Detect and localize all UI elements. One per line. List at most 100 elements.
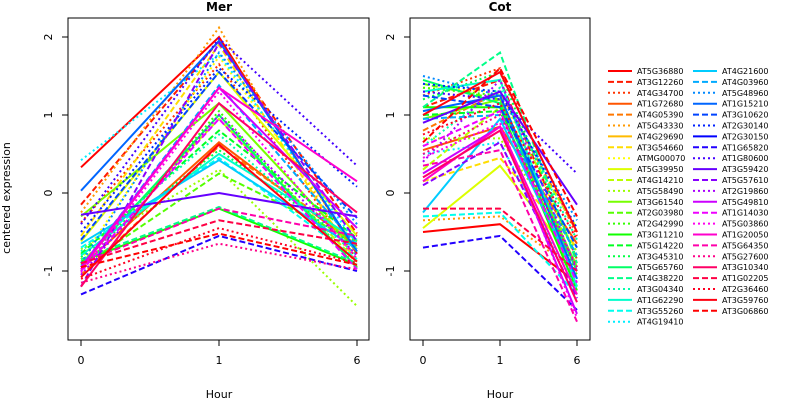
series-line-mer-at3g06860 <box>80 232 358 269</box>
y-tick-label-neg1-cot: -1 <box>384 266 397 277</box>
series-line-cot-at4g19410 <box>422 141 578 291</box>
y-axis-label: centered expression <box>0 142 13 254</box>
series-line-mer-at4g38220 <box>80 205 358 265</box>
series-line-mer-at1g65820 <box>80 234 358 296</box>
y-tick-label-2-cot: 2 <box>384 34 397 41</box>
legend-label-at1g02205: AT1G02205 <box>722 274 768 283</box>
series-line-mer-at5g57610 <box>80 41 358 288</box>
legend-label-at1g15210: AT1G15210 <box>722 100 768 109</box>
series-line-cot-at2g30140 <box>422 82 578 229</box>
series-line-cot-at2g42990 <box>422 86 578 276</box>
series-line-cot-at3g10340 <box>422 129 578 303</box>
legend-label-at2g30140: AT2G30140 <box>722 122 768 131</box>
x-axis-label-cot: Hour <box>487 388 514 400</box>
y-tick-label-1: 1 <box>42 112 55 119</box>
legend-label-at5g49810: AT5G49810 <box>722 198 768 207</box>
series-line-mer-at4g05390 <box>80 144 358 276</box>
legend-label-at1g62290: AT1G62290 <box>637 296 683 305</box>
y-tick-label-0-cot: 0 <box>384 190 397 197</box>
series-line-cot-at5g48960 <box>422 75 578 221</box>
series-line-mer-at1g20050 <box>80 86 358 271</box>
legend-label-at2g30150: AT2G30150 <box>722 132 768 141</box>
series-line-mer-at4g34700 <box>80 62 358 260</box>
series-line-cot-at5g58490 <box>423 137 578 253</box>
series-line-mer-at3g10340 <box>80 101 358 288</box>
legend-label-at5g43330: AT5G43330 <box>637 122 683 131</box>
legend-label-at2g19860: AT2G19860 <box>722 187 768 196</box>
legend-label-at1g14030: AT1G14030 <box>722 209 768 218</box>
series-lines-mer <box>80 25 358 307</box>
legend-label-at2g42990: AT2G42990 <box>637 220 683 229</box>
legend-label-at3g54660: AT3G54660 <box>637 143 683 152</box>
series-lines-cot <box>422 51 578 323</box>
panel-cot: Cot 0 1 6 2 1 0 -1 Hour <box>384 0 591 400</box>
panel-mer: Mer 0 1 6 2 1 0 -1 Hour <box>42 0 370 400</box>
series-line-mer-at5g27600 <box>80 242 358 284</box>
legend-label-at4g34700: AT4G34700 <box>637 89 683 98</box>
series-line-cot-at1g14030 <box>422 109 578 284</box>
series-line-mer-at5g48960 <box>80 50 358 264</box>
legend-label-atmg00070: ATMG00070 <box>637 154 685 163</box>
x-axis-label-mer: Hour <box>206 388 233 400</box>
legend-label-at5g14220: AT5G14220 <box>637 241 683 250</box>
series-line-mer-at5g64350 <box>80 207 358 265</box>
legend-label-at5g65760: AT5G65760 <box>637 263 683 272</box>
series-line-cot-at5g27600 <box>422 113 578 268</box>
series-line-mer-at5g43330 <box>80 25 358 268</box>
legend-label-at5g36880: AT5G36880 <box>637 67 683 76</box>
series-line-cot-at1g02205 <box>423 207 578 272</box>
series-line-cot-at3g06860 <box>422 66 578 217</box>
series-line-cot-at5g57610 <box>422 140 578 299</box>
legend-label-at3g04340: AT3G04340 <box>637 285 683 294</box>
series-line-cot-at3g04340 <box>422 86 578 241</box>
legend-label-at4g05390: AT4G05390 <box>637 111 683 120</box>
legend-label-at4g14210: AT4G14210 <box>637 176 683 185</box>
series-line-mer-at3g59760 <box>80 143 358 278</box>
legend-label-at1g80600: AT1G80600 <box>722 154 768 163</box>
legend-label-at3g06860: AT3G06860 <box>722 307 768 316</box>
legend-label-at5g57610: AT5G57610 <box>722 176 768 185</box>
legend-label-at2g36460: AT2G36460 <box>722 285 768 294</box>
y-tick-label-neg1: -1 <box>42 266 55 277</box>
series-line-cot-at1g65820 <box>422 234 578 311</box>
y-axis-mer: 2 1 0 -1 <box>42 34 69 277</box>
legend-label-at4g19410: AT4G19410 <box>637 318 683 327</box>
x-tick-label-1-cot: 1 <box>497 354 504 367</box>
x-tick-label-6: 6 <box>354 354 361 367</box>
series-line-cot-at3g10620 <box>422 94 578 249</box>
legend-label-at3g61540: AT3G61540 <box>637 198 683 207</box>
legend-label-at3g10620: AT3G10620 <box>722 111 768 120</box>
panel-title-mer: Mer <box>206 0 232 14</box>
legend-label-at5g48960: AT5G48960 <box>722 89 768 98</box>
series-line-cot-at3g59760 <box>422 70 578 233</box>
series-line-mer-at3g10620 <box>80 70 358 241</box>
x-tick-label-0-cot: 0 <box>420 354 427 367</box>
series-line-cot-at3g55260 <box>422 211 578 296</box>
legend-label-at3g55260: AT3G55260 <box>637 307 683 316</box>
series-line-cot-at1g80600 <box>422 90 578 175</box>
legend-label-at3g12260: AT3G12260 <box>637 78 683 87</box>
legend-label-at5g27600: AT5G27600 <box>722 252 768 261</box>
x-tick-label-6-cot: 6 <box>574 354 581 367</box>
y-axis-cot: 2 1 0 -1 <box>384 34 411 277</box>
series-line-mer-at1g80600 <box>80 37 358 225</box>
legend-label-at2g03980: AT2G03980 <box>637 209 683 218</box>
y-tick-label-0: 0 <box>42 190 55 197</box>
series-line-cot-at5g64350 <box>422 148 578 323</box>
series-line-mer-at4g21600 <box>80 159 358 251</box>
legend-label-at5g58490: AT5G58490 <box>637 187 683 196</box>
legend-label-at3g10340: AT3G10340 <box>722 263 768 272</box>
legend-label-at5g39950: AT5G39950 <box>637 165 683 174</box>
y-tick-label-1-cot: 1 <box>384 112 397 119</box>
legend-label-at1g65820: AT1G65820 <box>722 143 768 152</box>
legend-label-at3g45310: AT3G45310 <box>637 252 683 261</box>
legend-label-at5g64350: AT5G64350 <box>722 241 768 250</box>
legend-label-at3g11210: AT3G11210 <box>637 231 683 240</box>
legend-label-at1g20050: AT1G20050 <box>722 231 768 240</box>
legend-label-at4g21600: AT4G21600 <box>722 67 768 76</box>
legend-label-at4g38220: AT4G38220 <box>637 274 683 283</box>
legend-label-at3g59760: AT3G59760 <box>722 296 768 305</box>
series-line-mer-at1g14030 <box>80 117 358 272</box>
legend-label-at1g72680: AT1G72680 <box>637 100 683 109</box>
